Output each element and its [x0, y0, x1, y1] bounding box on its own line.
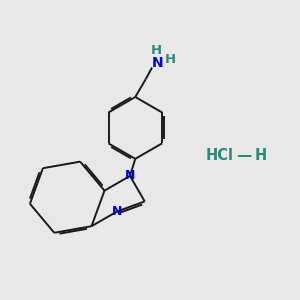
Text: N: N	[125, 169, 135, 182]
Text: N: N	[152, 56, 163, 70]
Text: HCl: HCl	[205, 148, 233, 164]
Text: H: H	[151, 44, 162, 57]
Text: H: H	[254, 148, 266, 164]
Text: —: —	[236, 148, 252, 164]
Text: N: N	[112, 205, 122, 218]
Text: H: H	[165, 53, 176, 66]
